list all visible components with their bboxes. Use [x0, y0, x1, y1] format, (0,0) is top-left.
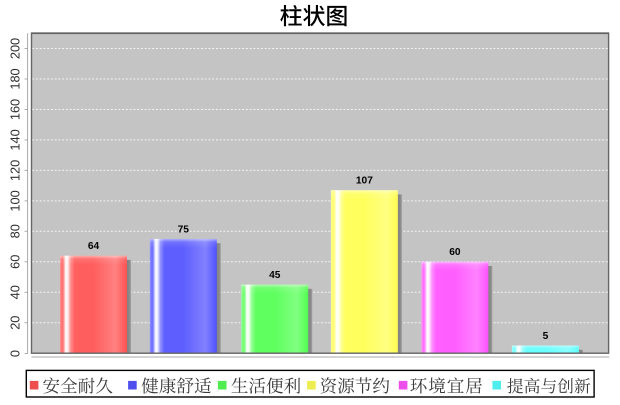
svg-text:100: 100: [7, 190, 22, 211]
svg-text:45: 45: [269, 270, 281, 281]
svg-text:200: 200: [7, 38, 22, 59]
svg-text:40: 40: [7, 285, 22, 299]
svg-text:0: 0: [7, 350, 22, 357]
svg-text:60: 60: [7, 255, 22, 269]
svg-text:20: 20: [7, 316, 22, 330]
svg-text:120: 120: [7, 160, 22, 181]
svg-text:80: 80: [7, 224, 22, 238]
svg-text:5: 5: [543, 331, 549, 342]
svg-text:140: 140: [7, 129, 22, 150]
svg-text:75: 75: [178, 224, 190, 235]
svg-text:180: 180: [7, 68, 22, 89]
svg-text:60: 60: [449, 247, 461, 258]
svg-text:64: 64: [88, 241, 100, 252]
svg-text:107: 107: [356, 176, 373, 187]
svg-text:160: 160: [7, 99, 22, 120]
